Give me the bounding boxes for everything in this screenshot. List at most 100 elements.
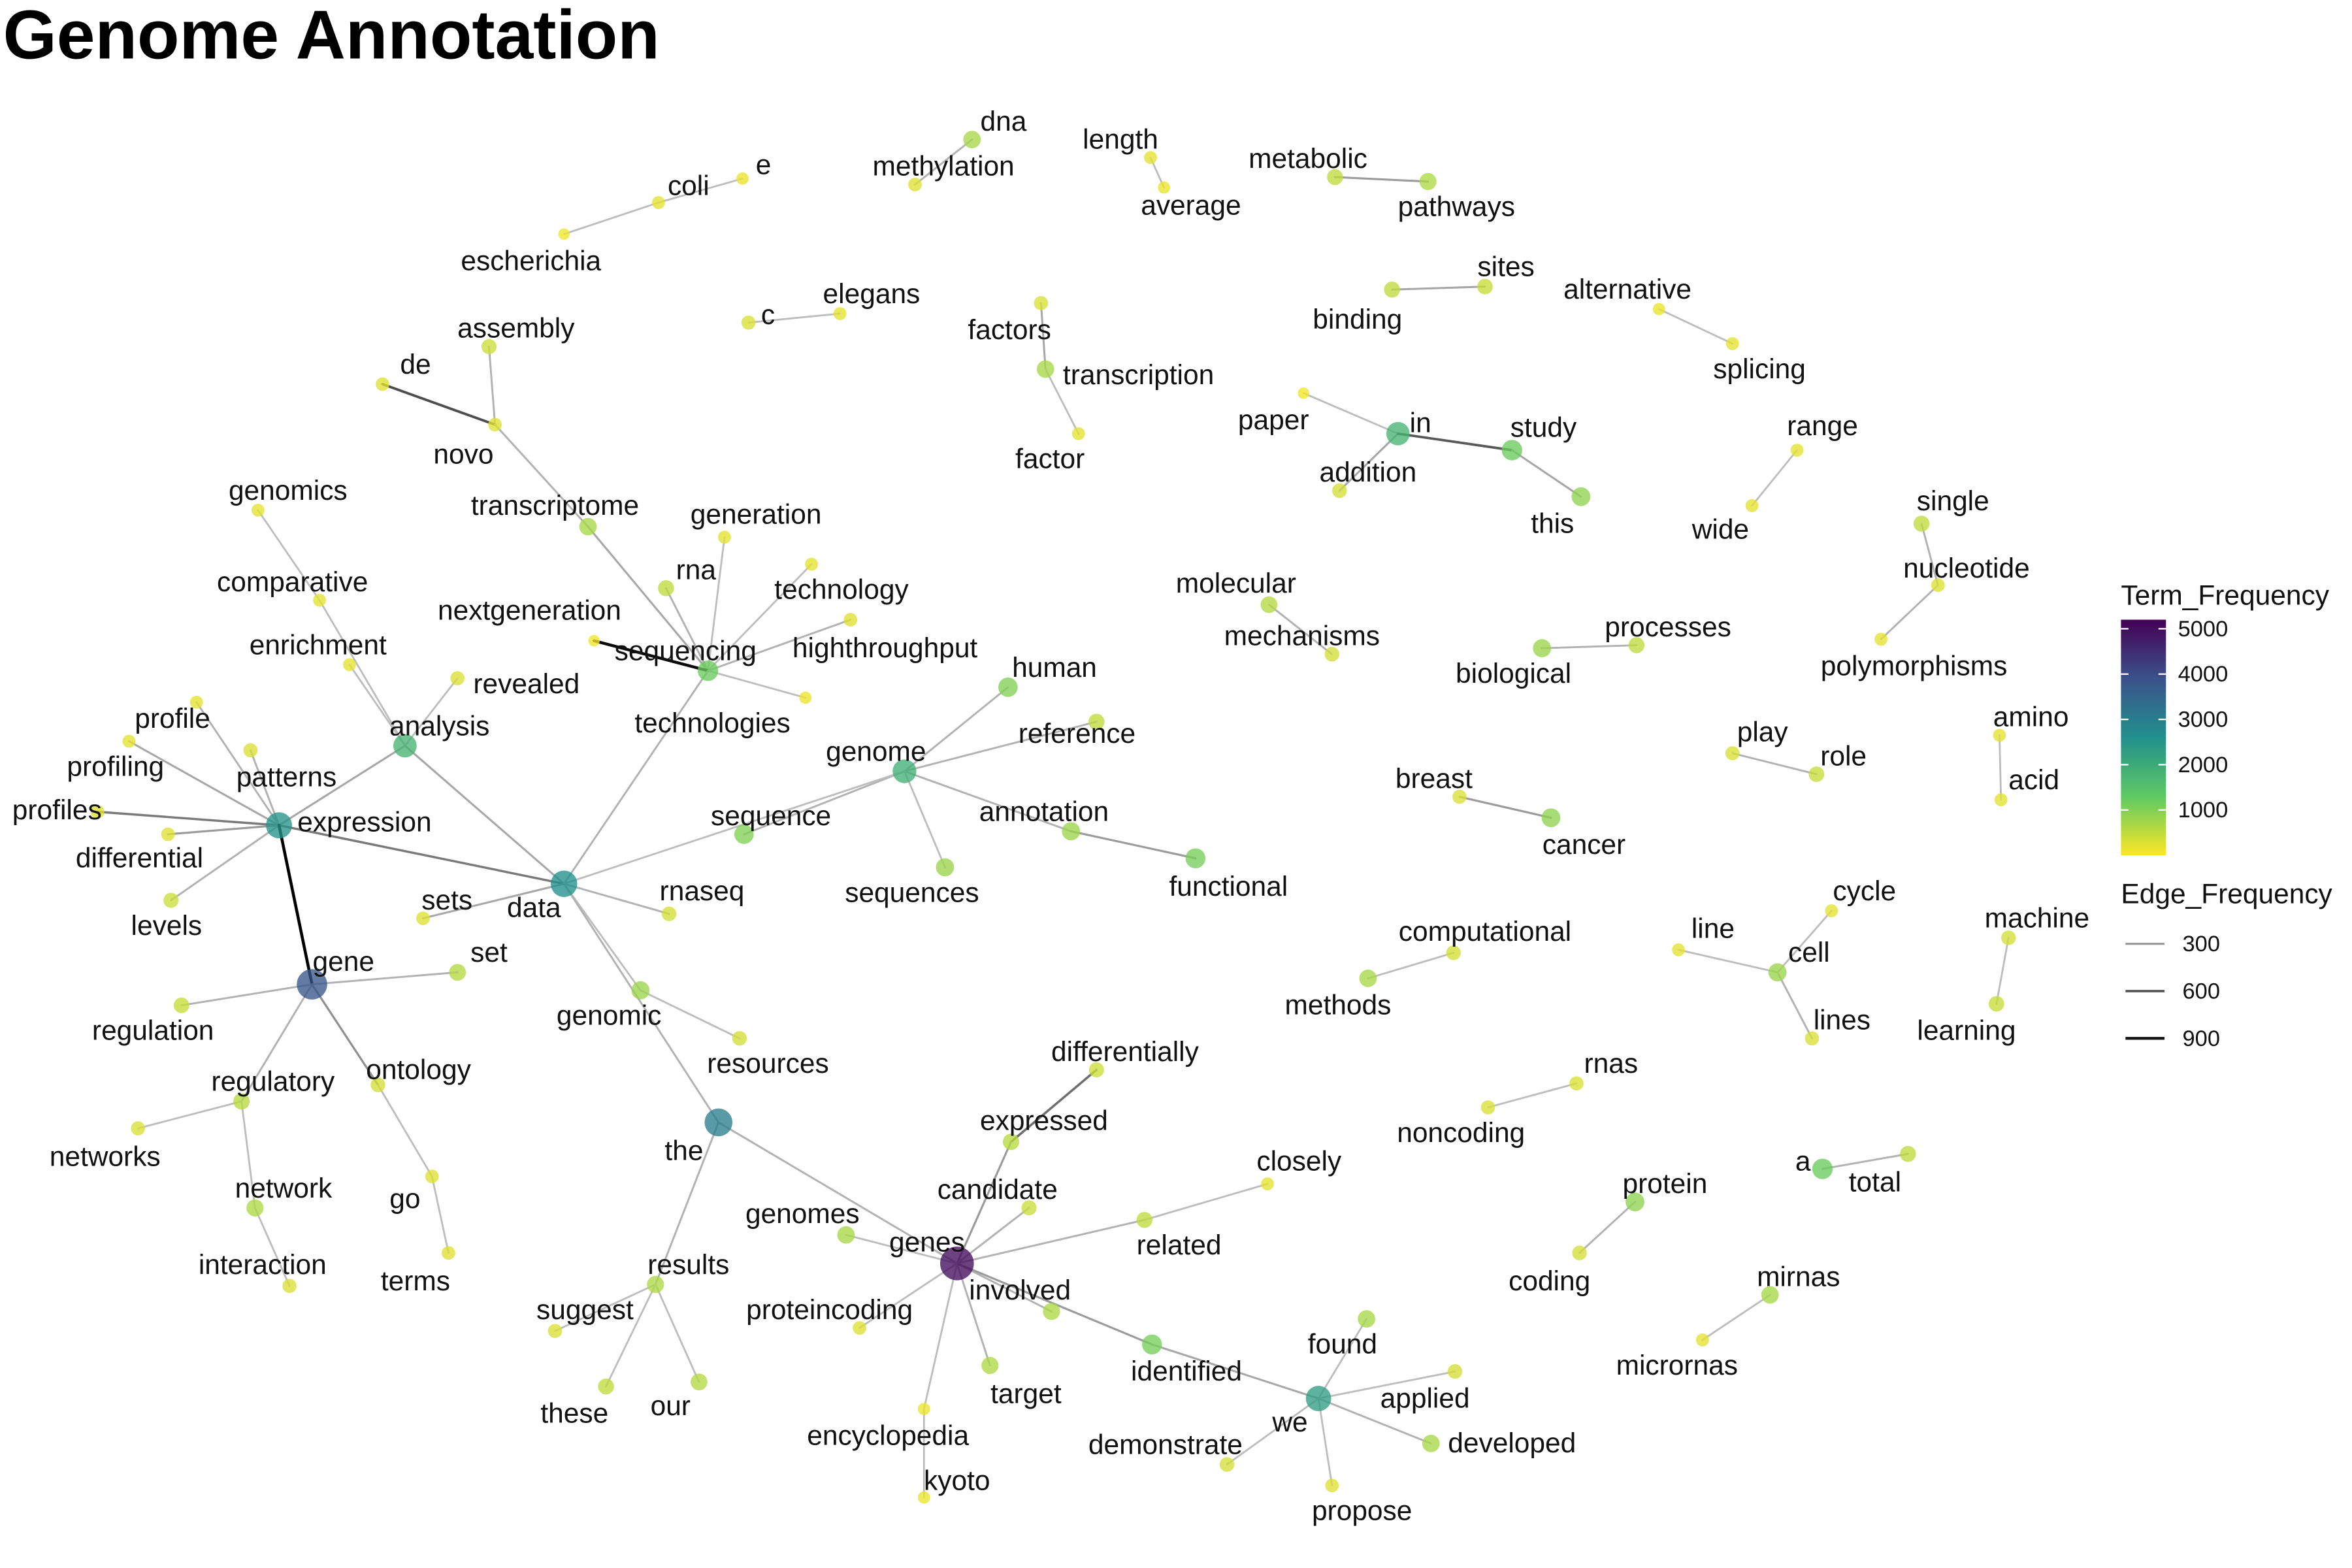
node-label-analysis: analysis <box>389 711 489 742</box>
node-label-found: found <box>1308 1330 1377 1360</box>
node-regulatory <box>233 1093 250 1110</box>
term-frequency-colorbar <box>2121 619 2166 856</box>
node-label-nextgeneration: nextgeneration <box>438 596 621 627</box>
edge-gene-set <box>311 971 459 986</box>
node-genomic <box>631 981 650 1000</box>
node-label-in: in <box>1410 408 1431 438</box>
edge-technologies-sequencing <box>707 670 807 699</box>
edge-data-rnaseq <box>563 883 670 915</box>
edge-ontology-go <box>377 1084 433 1178</box>
edge-amino-acid <box>1999 734 2002 801</box>
edge-generation-sequencing <box>707 536 726 672</box>
node-paper <box>1298 387 1309 399</box>
node-target <box>981 1356 999 1375</box>
node-label-sequences: sequences <box>845 877 979 908</box>
node-dna <box>963 131 981 148</box>
node-resources <box>732 1031 747 1046</box>
node-label-protein: protein <box>1623 1169 1708 1200</box>
node-cycle <box>1825 904 1838 918</box>
node-label-differential: differential <box>76 843 203 874</box>
node-label-genomes: genomes <box>745 1199 860 1230</box>
node-label-amino: amino <box>1993 702 2069 733</box>
edge-profiling-expression <box>127 740 280 826</box>
node-label-novo: novo <box>433 440 493 470</box>
node-coli <box>651 196 665 209</box>
node-analysis <box>393 734 417 758</box>
node-label-rnas: rnas <box>1584 1049 1638 1079</box>
node-label-differentially: differentially <box>1051 1037 1200 1068</box>
node-label-set: set <box>470 938 508 968</box>
node-label-networks: networks <box>50 1142 161 1173</box>
node-label-functional: functional <box>1169 872 1288 902</box>
edge-data-genomic <box>563 883 642 992</box>
edge-computational-methods <box>1367 951 1455 979</box>
edge-noncoding-rnas <box>1487 1082 1578 1109</box>
node-label-binding: binding <box>1313 304 1402 335</box>
node-label-sequence: sequence <box>711 801 831 832</box>
node-de <box>376 377 389 391</box>
node-label-range: range <box>1787 411 1858 442</box>
node-c <box>741 315 756 330</box>
edge-genome-data <box>563 770 906 885</box>
node-we <box>1305 1386 1331 1411</box>
node-label-breast: breast <box>1396 764 1473 794</box>
edge-genome-sequences <box>904 770 946 868</box>
edge-the-results <box>654 1121 720 1286</box>
node-comparative <box>313 593 326 607</box>
node-technology <box>805 557 819 571</box>
node-ontology <box>370 1077 385 1092</box>
edge-sequencing-data <box>563 670 710 885</box>
node-gene <box>297 969 327 1000</box>
edge-revealed-analysis <box>404 677 459 747</box>
node-label-demonstrate: demonstrate <box>1088 1429 1243 1460</box>
node-label-rna: rna <box>676 555 717 586</box>
edge-breast-cancer <box>1458 795 1552 819</box>
node-label-cycle: cycle <box>1833 876 1896 907</box>
edge-patterns-expression <box>249 749 280 826</box>
node-coding <box>1572 1245 1587 1260</box>
node-label-profiling: profiling <box>67 751 164 782</box>
node-profiles <box>90 805 105 819</box>
node-label-the: the <box>664 1135 703 1166</box>
node-transcription <box>1036 360 1054 378</box>
node-label-processes: processes <box>1605 612 1731 643</box>
node-label-patterns: patterns <box>237 762 336 792</box>
node-splicing <box>1725 337 1739 350</box>
edge-regulatory-networks <box>137 1100 243 1130</box>
node-label-cell: cell <box>1788 938 1830 968</box>
node-candidate <box>1021 1200 1037 1216</box>
node-networks <box>131 1121 146 1135</box>
node-label-factors: factors <box>968 315 1051 346</box>
node-label-profiles: profiles <box>12 795 102 826</box>
edge-genomes-genes <box>845 1233 958 1265</box>
node-label-cancer: cancer <box>1543 830 1625 860</box>
node-computational <box>1446 945 1461 960</box>
chart-title: Genome Annotation <box>3 0 660 74</box>
edge-study-this <box>1511 449 1582 498</box>
edge-genes-encyclopedia <box>923 1262 958 1411</box>
node-label-a: a <box>1795 1146 1811 1177</box>
node-label-mirnas: mirnas <box>1757 1262 1840 1292</box>
node-machine <box>2001 930 2016 945</box>
node-rna <box>658 580 674 596</box>
node-levels <box>163 892 179 908</box>
node-addition <box>1332 483 1347 498</box>
edge-escherichia-coli <box>563 201 660 235</box>
node-learning <box>1988 996 2004 1012</box>
node-label-identified: identified <box>1131 1356 1242 1387</box>
node-sequencing <box>697 660 719 681</box>
edge-mirnas-micrornas <box>1701 1294 1771 1341</box>
edge-closely-related <box>1143 1183 1269 1221</box>
node-functional <box>1185 848 1206 868</box>
node-genes <box>940 1247 974 1281</box>
node-related <box>1136 1211 1153 1228</box>
node-differentially <box>1088 1062 1104 1078</box>
node-enrichment <box>343 658 356 672</box>
node-label-escherichia: escherichia <box>461 246 601 276</box>
node-breast <box>1452 789 1467 804</box>
node-regulation <box>173 997 189 1013</box>
node-label-regulatory: regulatory <box>211 1067 335 1098</box>
edge-protein-coding <box>1578 1201 1637 1254</box>
node-role <box>1808 766 1825 783</box>
edge-highthroughput-sequencing <box>707 619 852 672</box>
